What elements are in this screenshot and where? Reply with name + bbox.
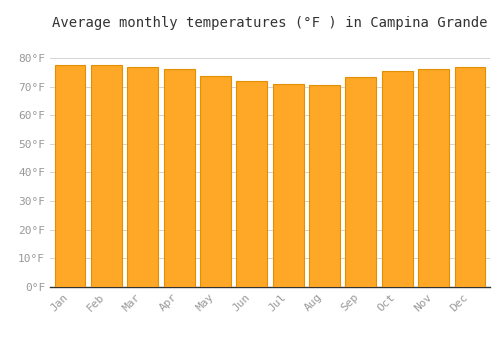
- Bar: [164, 69, 194, 287]
- Bar: [128, 67, 158, 287]
- Bar: [54, 65, 86, 287]
- Bar: [91, 65, 122, 287]
- Bar: [272, 84, 304, 287]
- Bar: [236, 82, 268, 287]
- Bar: [346, 77, 376, 287]
- Bar: [418, 69, 449, 287]
- Bar: [454, 67, 486, 287]
- Bar: [200, 76, 231, 287]
- Bar: [382, 71, 412, 287]
- Title: Average monthly temperatures (°F ) in Campina Grande: Average monthly temperatures (°F ) in Ca…: [52, 16, 488, 30]
- Bar: [309, 85, 340, 287]
